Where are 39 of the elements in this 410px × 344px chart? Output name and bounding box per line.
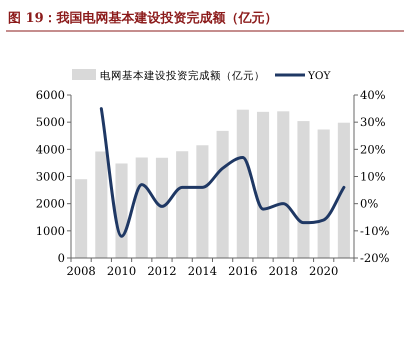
x-tick-label: 2010	[106, 264, 136, 278]
y-tick-label: 2000	[36, 196, 65, 211]
x-tick-label: 2014	[188, 264, 218, 278]
y2-tick-label: 10%	[360, 170, 386, 184]
bar	[318, 130, 330, 258]
bar	[115, 163, 128, 258]
y2-tick-label: 40%	[360, 88, 386, 102]
bar	[338, 122, 350, 258]
y-tick-label: 0	[58, 251, 65, 265]
x-tick-label: 2008	[66, 264, 96, 278]
y-tick-label: 3000	[36, 170, 65, 184]
y-tick-label: 5000	[36, 115, 65, 130]
y2-tick-label: -10%	[360, 224, 390, 238]
bar	[236, 110, 249, 258]
bar	[75, 179, 88, 258]
x-tick-label: 2012	[147, 264, 177, 278]
bar	[277, 111, 290, 258]
bar	[216, 130, 229, 258]
y-tick-label: 4000	[36, 142, 65, 156]
legend-label: YOY	[307, 70, 332, 82]
y2-tick-label: 0%	[360, 196, 378, 211]
x-tick-label: 2020	[309, 264, 338, 278]
x-tick-label: 2018	[268, 264, 298, 278]
bar	[95, 152, 108, 258]
y2-tick-label: 30%	[360, 115, 386, 130]
y-tick-label: 1000	[36, 224, 65, 238]
y2-tick-label: -20%	[360, 251, 390, 265]
chart-title: 图 19：我国电网基本建设投资完成额（亿元）	[8, 10, 278, 26]
line-series	[100, 107, 346, 238]
bar	[156, 158, 168, 258]
y-tick-label: 6000	[36, 88, 65, 102]
legend-label: 电网基本建设投资完成额（亿元）	[100, 69, 265, 82]
x-tick-label: 2016	[228, 264, 258, 278]
bar	[256, 112, 270, 258]
bar	[136, 157, 148, 258]
y2-tick-label: 20%	[360, 142, 386, 156]
bar	[176, 151, 188, 258]
bar	[297, 121, 310, 258]
bar	[196, 145, 208, 258]
